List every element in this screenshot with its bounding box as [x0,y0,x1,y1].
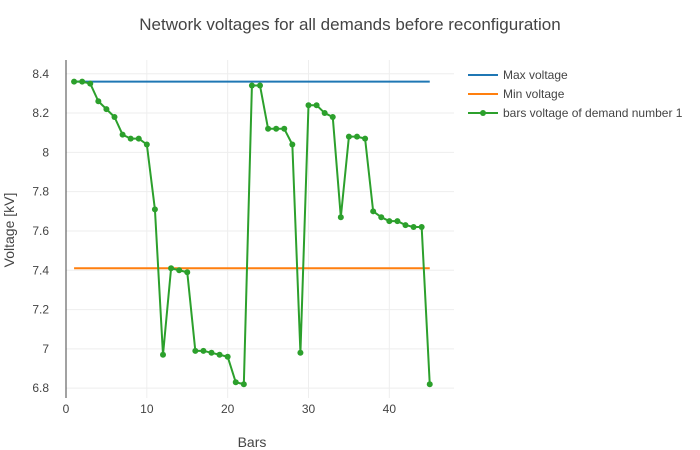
legend-marker [480,110,486,116]
data-point [240,381,247,388]
series [71,78,433,388]
x-tick-label: 20 [221,402,235,416]
data-point [168,265,175,272]
data-point [402,222,409,229]
data-point [418,224,425,231]
data-point [370,208,377,215]
data-point [394,218,401,225]
y-axis-label: Voltage [kV] [1,193,17,268]
legend-item-3[interactable]: bars voltage of demand number 1 [468,106,683,120]
legend-item-1[interactable]: Max voltage [468,68,568,82]
data-point [135,135,142,142]
y-tick-label: 7.2 [32,303,49,317]
data-point [176,267,183,274]
data-point [426,381,433,388]
x-tick-label: 0 [63,402,70,416]
data-point [119,131,126,138]
legend-item-2[interactable]: Min voltage [468,87,565,101]
chart-title: Network voltages for all demands before … [139,15,560,34]
data-point [151,206,158,213]
data-point [184,269,191,276]
data-point [305,102,312,109]
data-point [281,125,288,132]
data-point [297,349,304,356]
data-point [216,351,223,358]
data-point [321,110,328,117]
data-point [329,113,336,120]
data-point [265,125,272,132]
data-point [362,135,369,142]
data-point [337,214,344,221]
data-point [345,133,352,140]
data-point [386,218,393,225]
data-point [273,125,280,132]
axes: 6.8 7 7.2 7.4 7.6 7.8 8 8.2 8.4 0 10 20 30 40 [32,60,396,416]
y-tick-label: 7.4 [32,263,49,277]
legend[interactable]: Max voltage Min voltage bars voltage of de… [468,68,683,120]
data-point [313,102,320,109]
data-point [354,133,360,140]
grid [66,60,454,398]
data-point [160,351,166,358]
data-point [111,113,118,120]
data-point [103,106,110,113]
data-point [232,379,239,386]
data-point [410,224,417,231]
legend-label: bars voltage of demand number 1 [503,106,683,120]
legend-label: Min voltage [503,87,565,101]
data-point [200,347,207,354]
y-tick-label: 8 [42,145,49,159]
data-point [289,141,296,148]
data-point [224,353,231,360]
x-tick-label: 40 [383,402,397,416]
series-line-3 [74,80,431,386]
data-point [378,214,385,221]
data-point [71,78,78,85]
x-tick-label: 30 [302,402,316,416]
data-point [79,78,86,85]
data-point [143,141,150,148]
data-point [127,135,134,142]
y-tick-label: 8.4 [32,67,49,81]
y-tick-label: 7 [42,342,49,356]
y-tick-label: 7.6 [32,224,49,238]
y-tick-label: 8.2 [32,106,49,120]
data-point [192,347,199,354]
data-point [248,82,255,89]
data-point [257,82,263,89]
data-point [87,80,94,87]
data-point [208,349,215,356]
data-point [95,98,102,105]
x-tick-label: 10 [140,402,154,416]
y-tick-label: 7.8 [32,185,49,199]
y-tick-label: 6.8 [32,381,49,395]
x-axis-label: Bars [238,434,267,450]
legend-label: Max voltage [503,68,568,82]
